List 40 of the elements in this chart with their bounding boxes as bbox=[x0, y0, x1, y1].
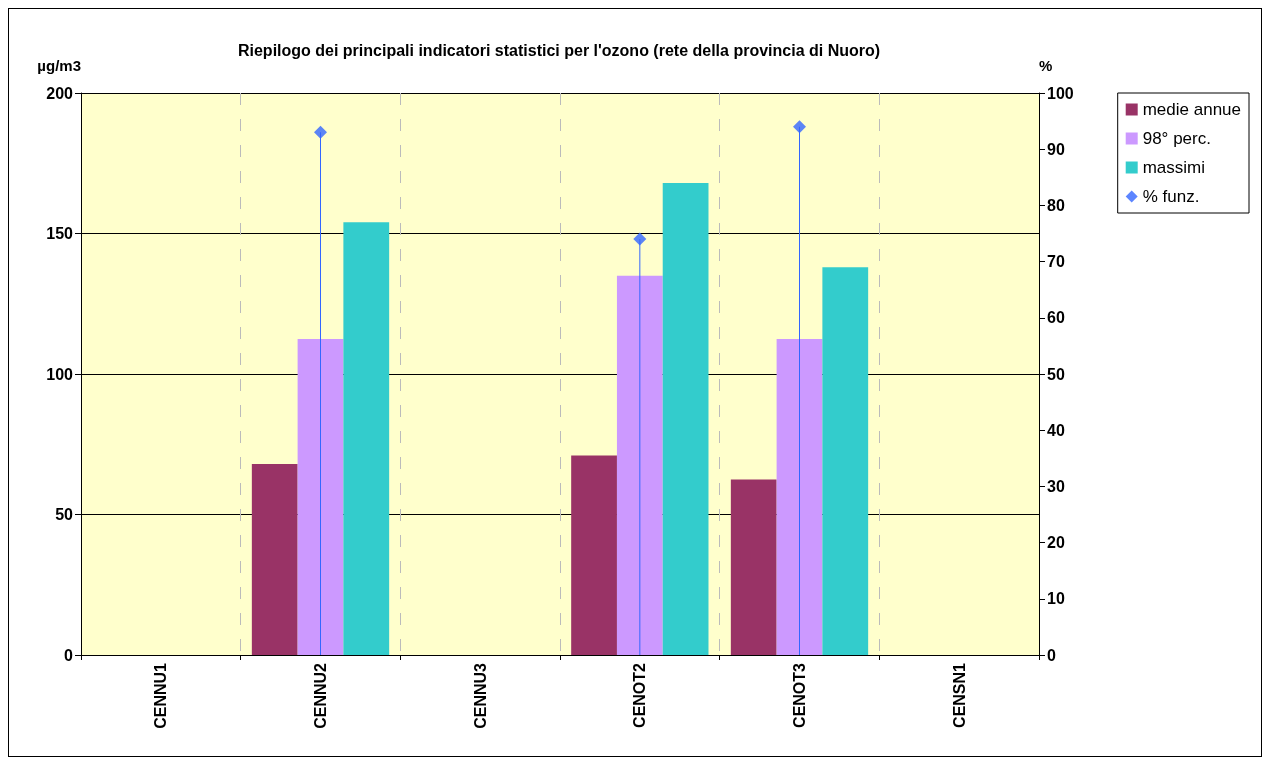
legend-label: massimi bbox=[1142, 158, 1206, 177]
y-tick-label: 200 bbox=[46, 84, 74, 102]
point bbox=[314, 125, 327, 139]
y-tick-label: 100 bbox=[46, 365, 74, 383]
y2-tick-label: 20 bbox=[1047, 534, 1065, 552]
legend-label: 98° perc. bbox=[1142, 129, 1211, 148]
y2-tick-label: 10 bbox=[1047, 590, 1065, 608]
bar bbox=[822, 267, 869, 655]
bar bbox=[343, 222, 390, 655]
x-tick-label: CENOT2 bbox=[631, 662, 649, 728]
bar bbox=[571, 455, 617, 655]
y-axis-title: µg/m3 bbox=[37, 57, 81, 74]
y2-tick-label: 60 bbox=[1047, 309, 1065, 327]
bar bbox=[297, 338, 344, 655]
legend-label: % funz. bbox=[1142, 187, 1200, 206]
y2-tick-label: 70 bbox=[1047, 253, 1065, 271]
y2-tick-label: 90 bbox=[1047, 140, 1065, 158]
y-tick-label: 150 bbox=[46, 225, 74, 242]
bar bbox=[776, 338, 823, 655]
y2-tick-label: 50 bbox=[1047, 365, 1065, 383]
y2-tick-label: 30 bbox=[1047, 477, 1065, 495]
y2-tick-label: 80 bbox=[1047, 196, 1065, 214]
legend-label: medie annue bbox=[1142, 100, 1242, 119]
x-tick-label: CENOT3 bbox=[791, 662, 808, 728]
y2-axis-title: % bbox=[1039, 57, 1053, 74]
chart-title: Riepilogo dei principali indicatori statistici per l'ozono (rete della provincia di Nuoro) bbox=[237, 41, 881, 59]
y2-tick-label: 40 bbox=[1047, 421, 1065, 439]
point bbox=[793, 120, 806, 134]
bar bbox=[730, 479, 777, 655]
y-tick-label: 50 bbox=[55, 506, 74, 523]
point bbox=[633, 232, 647, 246]
x-tick-label: CENNU2 bbox=[312, 662, 329, 729]
y2-tick-label: 100 bbox=[1047, 84, 1074, 102]
y2-tick-label: 0 bbox=[1047, 646, 1056, 664]
y-tick-label: 0 bbox=[64, 646, 74, 664]
bar bbox=[251, 463, 298, 655]
x-tick-label: CENNU3 bbox=[471, 662, 489, 729]
x-tick-label: CENNU1 bbox=[152, 662, 170, 729]
x-tick-label: CENSN1 bbox=[950, 662, 968, 728]
bar bbox=[662, 182, 709, 655]
